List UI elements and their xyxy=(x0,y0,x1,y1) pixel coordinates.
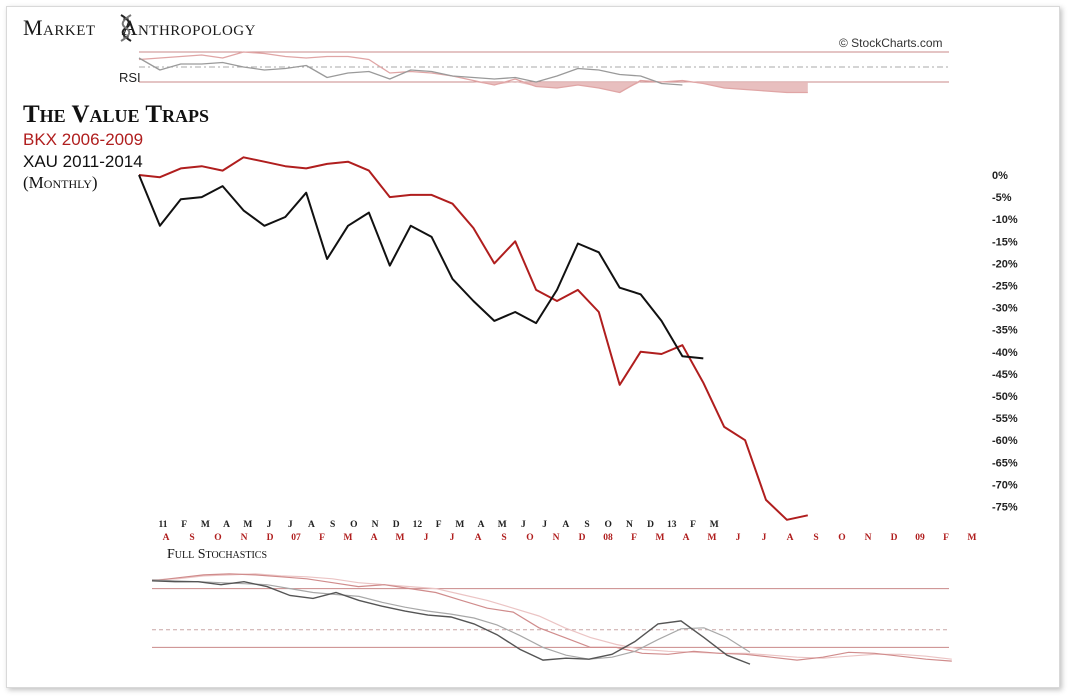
x-tick-label-bkx: D xyxy=(579,533,586,543)
x-tick-label-xau: S xyxy=(330,520,335,530)
legend-bkx: BKX 2006-2009 xyxy=(23,130,144,149)
x-tick-label-xau: O xyxy=(350,520,357,530)
x-tick-label-bkx: 07 xyxy=(291,533,301,543)
x-tick-label-xau: A xyxy=(308,520,315,530)
y-tick-label: -30% xyxy=(992,303,1018,315)
chart-frame: 0% -5% -10% -15% -20% -25% -30% -35% -40% -45% -50… xyxy=(6,6,1060,688)
x-tick-label-xau: F xyxy=(436,520,442,530)
x-tick-label-bkx: O xyxy=(838,533,845,543)
y-tick-label: -10% xyxy=(992,214,1018,226)
y-tick-label: -40% xyxy=(992,347,1018,359)
x-tick-label-bkx: M xyxy=(656,533,665,543)
stoch-bkx-k-line xyxy=(151,573,952,662)
x-tick-label-bkx: S xyxy=(813,533,818,543)
y-tick-label: -55% xyxy=(992,413,1018,425)
x-tick-label-xau: 11 xyxy=(159,520,168,530)
x-tick-label-bkx: O xyxy=(526,533,533,543)
y-tick-label: 0% xyxy=(992,170,1008,182)
x-tick-label-xau: 12 xyxy=(413,520,423,530)
x-tick-label-bkx: 09 xyxy=(915,533,925,543)
x-tick-label-bkx: D xyxy=(891,533,898,543)
xau-price-line xyxy=(138,174,704,360)
x-tick-label-bkx: M xyxy=(396,533,405,543)
x-tick-label-bkx: M xyxy=(968,533,977,543)
x-tick-label-bkx: J xyxy=(762,533,767,543)
x-tick-label-bkx: A xyxy=(475,533,482,543)
y-tick-label: -15% xyxy=(992,236,1018,248)
x-tick-label-bkx: A xyxy=(787,533,794,543)
x-tick-label-xau: 13 xyxy=(667,520,677,530)
x-tick-label-bkx: J xyxy=(424,533,429,543)
y-tick-label: -20% xyxy=(992,258,1018,270)
rsi-oversold-fill xyxy=(139,82,808,93)
x-tick-label-xau: F xyxy=(690,520,696,530)
y-tick-label: -75% xyxy=(992,502,1018,514)
x-tick-label-bkx: J xyxy=(450,533,455,543)
x-tick-label-bkx: 08 xyxy=(603,533,613,543)
x-tick-label-xau: M xyxy=(455,520,464,530)
stochastics-label: Full Stochastics xyxy=(167,547,268,562)
x-tick-label-xau: M xyxy=(243,520,252,530)
y-tick-label: -50% xyxy=(992,391,1018,403)
stockcharts-credit: © StockCharts.com xyxy=(839,36,943,50)
x-tick-label-bkx: N xyxy=(865,533,872,543)
stoch-xau-k-line xyxy=(151,580,751,665)
x-tick-label-xau: J xyxy=(521,520,526,530)
brand-logo: Market Anthropology xyxy=(23,15,256,41)
x-tick-label-xau: A xyxy=(562,520,569,530)
rsi-xau-line xyxy=(138,57,683,86)
x-tick-label-bkx: S xyxy=(189,533,194,543)
y-tick-label: -70% xyxy=(992,479,1018,491)
y-tick-label: -5% xyxy=(992,192,1012,204)
chart-canvas: 0% -5% -10% -15% -20% -25% -30% -35% -40% -45% -50… xyxy=(138,51,1018,665)
x-tick-label-xau: M xyxy=(710,520,719,530)
y-tick-label: -65% xyxy=(992,457,1018,469)
x-tick-label-bkx: J xyxy=(736,533,741,543)
x-tick-label-bkx: D xyxy=(267,533,274,543)
x-tick-label-bkx: A xyxy=(683,533,690,543)
x-tick-label-bkx: M xyxy=(708,533,717,543)
rsi-label: RSI xyxy=(119,70,141,85)
x-tick-label-xau: J xyxy=(288,520,293,530)
x-tick-label-bkx: A xyxy=(163,533,170,543)
x-tick-label-bkx: M xyxy=(344,533,353,543)
x-tick-label-xau: A xyxy=(223,520,230,530)
x-tick-label-xau: N xyxy=(372,520,379,530)
x-tick-label-xau: A xyxy=(478,520,485,530)
period-label: (Monthly) xyxy=(23,173,98,192)
x-tick-label-bkx: N xyxy=(241,533,248,543)
brand-word-anthropology: Anthropology xyxy=(121,15,256,40)
x-tick-label-bkx: F xyxy=(631,533,637,543)
x-tick-label-xau: M xyxy=(201,520,210,530)
dna-helix-icon xyxy=(120,14,132,42)
x-tick-label-xau: F xyxy=(181,520,187,530)
x-tick-label-bkx: A xyxy=(371,533,378,543)
x-tick-label-xau: D xyxy=(393,520,400,530)
y-tick-label: -45% xyxy=(992,369,1018,381)
y-tick-label: -25% xyxy=(992,281,1018,293)
chart-title: The Value Traps xyxy=(23,101,210,128)
legend-xau: XAU 2011-2014 xyxy=(23,152,143,171)
x-tick-label-bkx: S xyxy=(501,533,506,543)
x-tick-label-xau: J xyxy=(267,520,272,530)
y-tick-label: -35% xyxy=(992,325,1018,337)
x-tick-label-bkx: O xyxy=(214,533,221,543)
rsi-bkx-line xyxy=(138,51,808,94)
x-tick-label-xau: J xyxy=(542,520,547,530)
stoch-bkx-d-line xyxy=(151,573,952,660)
y-tick-label: -60% xyxy=(992,435,1018,447)
x-tick-label-xau: S xyxy=(584,520,589,530)
x-tick-label-bkx: F xyxy=(319,533,325,543)
x-tick-label-bkx: N xyxy=(553,533,560,543)
x-tick-label-xau: O xyxy=(605,520,612,530)
bkx-price-line xyxy=(138,156,809,521)
x-tick-label-xau: D xyxy=(647,520,654,530)
x-tick-label-xau: M xyxy=(498,520,507,530)
brand-word-market: Market xyxy=(23,15,96,40)
x-tick-label-xau: N xyxy=(626,520,633,530)
x-tick-label-bkx: F xyxy=(943,533,949,543)
